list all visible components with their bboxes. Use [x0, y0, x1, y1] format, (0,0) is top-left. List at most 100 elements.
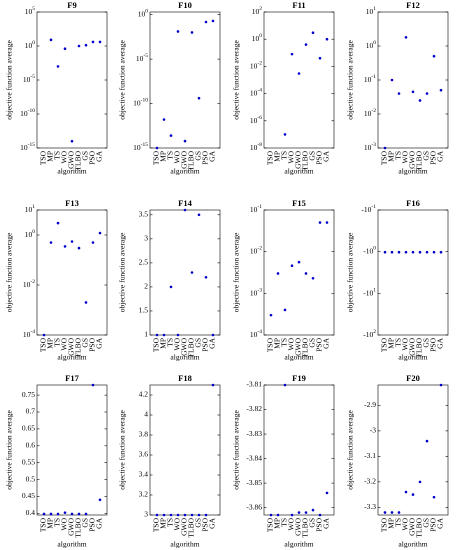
y-tick-label: -3.81 [246, 380, 262, 389]
x-tick-label: GA [208, 337, 217, 348]
y-tick-label: 4.2 [139, 390, 149, 399]
point [77, 512, 81, 516]
y-tick-label: 0.65 [22, 424, 35, 433]
y-axis-label: objective function average [346, 232, 355, 312]
y-tick-label: 105 [25, 6, 36, 15]
x-tick-label: GS [308, 338, 317, 348]
point [204, 276, 208, 279]
point [84, 301, 88, 304]
y-tick-label: 1.5 [139, 306, 149, 315]
point [383, 250, 387, 254]
y-tick-label: 0.4 [26, 508, 36, 517]
axes-box [377, 209, 449, 336]
x-tick-label: PSO [429, 150, 438, 164]
y-tick-label: 3.5 [139, 210, 149, 219]
x-tick-label: TS [53, 151, 62, 160]
x-tick-label: TSO [266, 150, 275, 165]
point [49, 512, 53, 516]
x-tick-label: TLBO [187, 517, 196, 537]
x-axis-label: algorithm [284, 353, 313, 362]
y-tick-label: 0.45 [22, 491, 35, 500]
y-tick-label: -10-1 [361, 204, 376, 213]
x-tick-label: WO [173, 337, 182, 350]
x-tick-label: MP [159, 518, 168, 529]
point [311, 31, 315, 35]
point [425, 250, 429, 254]
y-tick-label: -3.2 [364, 477, 376, 486]
x-tick-label: GS [308, 518, 317, 528]
point [390, 511, 394, 514]
y-tick-label: 10-2 [364, 108, 376, 117]
x-tick-label: PSO [88, 150, 97, 164]
point [325, 221, 329, 224]
x-tick-label: GWO [180, 517, 189, 535]
y-axis-label: objective function average [232, 232, 241, 312]
point [169, 285, 173, 289]
y-tick-label: -3.3 [364, 502, 376, 511]
y-tick-label: 3.2 [139, 490, 149, 499]
y-axis-label: objective function average [232, 40, 241, 120]
x-tick-label: TS [166, 518, 175, 527]
point [425, 92, 429, 95]
point [418, 250, 422, 254]
x-tick-label: GS [308, 151, 317, 161]
x-tick-label: GWO [408, 337, 417, 355]
y-tick-label: 2.5 [139, 258, 149, 267]
point [63, 47, 67, 51]
x-tick-label: GWO [408, 517, 417, 535]
x-tick-label: TS [166, 151, 175, 160]
point [42, 333, 46, 337]
y-tick-label: 100 [138, 9, 149, 18]
y-axis-label: objective function average [5, 232, 14, 312]
x-tick-label: WO [401, 517, 410, 530]
point [56, 512, 60, 516]
x-tick-label: TLBO [301, 150, 310, 170]
x-axis-label: algorithm [398, 353, 427, 362]
x-tick-label: WO [287, 150, 296, 163]
point [283, 133, 287, 136]
x-tick-label: TLBO [187, 337, 196, 357]
chart-title: F19 [292, 373, 306, 383]
x-tick-label: TLBO [415, 150, 424, 170]
x-tick-label: MP [273, 151, 282, 162]
x-axis-label: algorithm [170, 540, 199, 549]
point [77, 44, 81, 48]
x-tick-label: TS [53, 338, 62, 347]
y-tick-label: 10-3 [364, 142, 376, 151]
point [49, 38, 53, 42]
point [404, 250, 408, 254]
x-tick-label: WO [287, 517, 296, 530]
point [190, 31, 194, 34]
y-tick-label: 10-10 [133, 98, 148, 107]
point [397, 92, 401, 95]
point [204, 20, 208, 24]
point [190, 271, 194, 274]
y-tick-label: 10-2 [250, 246, 262, 255]
y-axis-label: objective function average [118, 410, 127, 490]
point [197, 213, 201, 217]
x-tick-label: PSO [201, 517, 210, 531]
point [432, 54, 436, 58]
point [176, 30, 180, 33]
point [211, 19, 215, 23]
y-tick-label: 3.6 [139, 450, 149, 459]
x-tick-label: MP [387, 338, 396, 349]
point [183, 139, 187, 143]
x-tick-label: GWO [180, 150, 189, 168]
x-tick-label: GA [322, 517, 331, 528]
y-tick-label: 100 [366, 40, 377, 49]
y-tick-label: -2.9 [364, 400, 376, 409]
x-tick-label: PSO [201, 337, 210, 351]
x-tick-label: GS [422, 338, 431, 348]
y-tick-label: -101 [363, 288, 376, 297]
x-tick-label: TLBO [301, 517, 310, 537]
x-tick-label: WO [60, 517, 69, 530]
point [197, 513, 201, 517]
y-tick-label: 10-4 [23, 329, 35, 338]
point [77, 246, 81, 250]
y-tick-label: 0.75 [22, 390, 35, 399]
x-axis-label: algorithm [57, 353, 86, 362]
chart-title: F11 [292, 0, 305, 10]
y-tick-label: 10-2 [250, 61, 262, 70]
chart-title: F9 [67, 0, 76, 10]
